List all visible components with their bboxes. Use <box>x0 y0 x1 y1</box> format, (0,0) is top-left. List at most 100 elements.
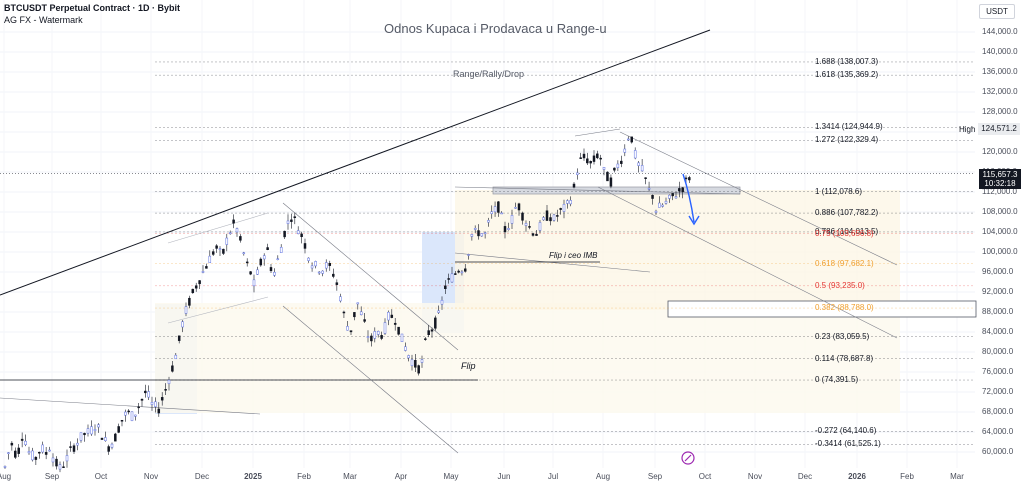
candle-body <box>447 278 450 280</box>
zone-empty-box <box>667 300 977 318</box>
time-tick: May <box>443 472 459 481</box>
candle-body <box>630 136 633 143</box>
candle-body <box>134 414 137 417</box>
candle-body <box>470 234 474 237</box>
candle-body <box>414 359 417 368</box>
candle-body <box>342 311 346 314</box>
candle-body <box>559 208 562 210</box>
time-tick: Mar <box>950 472 964 481</box>
candle-body <box>613 167 616 171</box>
high-value-badge: 124,571.2 <box>978 123 1020 135</box>
currency-button[interactable]: USDT <box>979 4 1015 19</box>
candle-body <box>366 336 370 338</box>
candle-body <box>279 247 283 253</box>
price-tick: 64,000.0 <box>982 427 1014 436</box>
candle-body <box>647 187 651 190</box>
price-tick: 96,000.0 <box>982 267 1014 276</box>
candle-body <box>524 223 528 226</box>
candle-body <box>303 243 307 249</box>
fib-level-label: 0.23 (83,059.5) <box>815 331 870 341</box>
price-tick: 60,000.0 <box>982 447 1014 456</box>
time-tick: Aug <box>0 472 12 481</box>
candle-body <box>542 217 545 221</box>
last-price-badge: 115,657.3 10:32:18 <box>979 169 1021 189</box>
candle-body <box>140 398 144 401</box>
candle-body <box>65 455 69 462</box>
candle-body <box>500 212 503 215</box>
fib-level-label: 0.5 (93,235.0) <box>815 280 865 290</box>
candle-body <box>293 216 297 218</box>
candle-body <box>198 280 201 285</box>
candle-body <box>86 428 90 434</box>
price-tick: 68,000.0 <box>982 407 1014 416</box>
candle-body <box>538 222 542 231</box>
candle-body <box>10 442 14 446</box>
time-tick: Dec <box>194 472 210 481</box>
candle-body <box>276 258 280 260</box>
candle-body <box>566 200 569 204</box>
candle-body <box>640 165 644 172</box>
candle-body <box>124 411 127 416</box>
candle-body <box>582 153 586 159</box>
price-tick: 136,000.0 <box>982 67 1018 76</box>
candle-body <box>427 330 430 335</box>
candle-body <box>552 214 556 221</box>
candle-body <box>599 157 602 160</box>
candle-body <box>310 265 314 269</box>
candle-body <box>218 248 222 250</box>
candle-body <box>644 177 647 179</box>
candle-body <box>684 177 688 180</box>
candle-body <box>596 153 599 159</box>
candle-body <box>576 172 579 175</box>
time-tick: Jul <box>547 472 559 481</box>
candle-body <box>79 432 83 441</box>
candle-body <box>507 228 510 230</box>
fib-level-label: -0.3414 (61,525.1) <box>815 439 881 449</box>
candle-body <box>266 247 269 250</box>
lower-trendline <box>0 397 261 415</box>
candle-body <box>167 379 171 384</box>
candle-body <box>430 329 434 332</box>
time-tick: Oct <box>94 472 108 481</box>
candle-body <box>72 445 76 452</box>
fib-level-label: 0.618 (97,682.1) <box>815 258 874 268</box>
candle-body <box>208 255 212 264</box>
candle-body <box>130 411 134 421</box>
candle-body <box>572 183 576 188</box>
candle-body <box>150 402 154 405</box>
price-tick: 104,000.0 <box>982 227 1018 236</box>
candle-body <box>376 330 380 335</box>
candle-body <box>579 157 582 159</box>
fib-level-label: 1 (112,078.6) <box>815 186 862 196</box>
fib-level-label: 0.75 (103,656.8) <box>815 228 874 238</box>
drop-channel-bottom <box>282 305 459 454</box>
desc-channel-bottom <box>597 186 898 339</box>
candle-body <box>387 311 390 321</box>
candle-body <box>434 317 437 329</box>
candle-body <box>262 255 266 260</box>
candle-body <box>556 215 559 217</box>
candle-body <box>205 266 208 269</box>
candle-body <box>181 321 184 328</box>
fib-level-label: 1.3414 (124,944.9) <box>815 122 883 132</box>
candle-body <box>69 446 72 448</box>
candle-body <box>668 194 671 199</box>
time-tick: Oct <box>698 472 712 481</box>
candle-body <box>490 211 493 214</box>
candle-body <box>346 326 349 331</box>
candle-body <box>228 232 232 235</box>
candle-body <box>349 330 353 333</box>
candle-body <box>27 451 31 454</box>
candle-body <box>3 466 7 468</box>
candle-body <box>51 457 55 463</box>
candle-body <box>467 254 470 256</box>
candle-body <box>514 207 517 209</box>
time-tick: Dec <box>797 472 813 481</box>
candle-body <box>164 389 167 391</box>
candle-body <box>609 177 613 187</box>
candle-body <box>321 270 324 274</box>
candle-body <box>497 201 500 213</box>
candle-body <box>606 171 609 182</box>
candle-body <box>503 226 507 233</box>
